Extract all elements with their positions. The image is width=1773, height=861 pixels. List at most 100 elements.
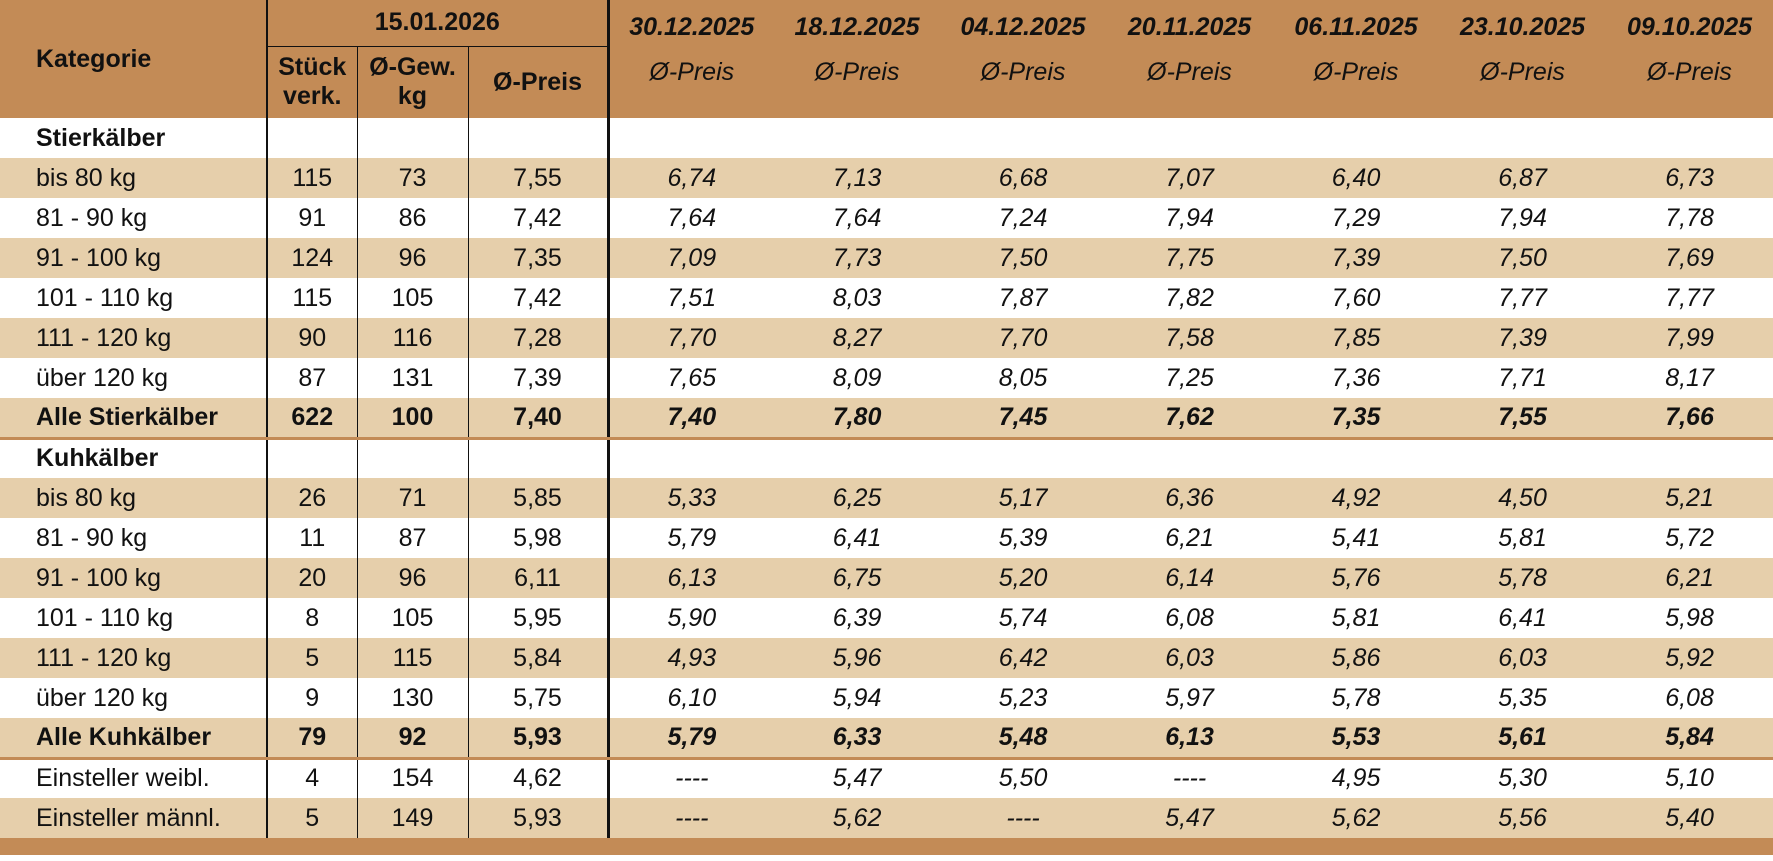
- cell: 7,77: [1498, 283, 1547, 312]
- cell: 116: [357, 318, 469, 358]
- cell: ----: [940, 798, 1107, 838]
- cell: 622: [267, 398, 358, 440]
- cell: 91: [267, 198, 358, 238]
- empty-cell: [267, 438, 358, 478]
- cell: 7,85: [1273, 318, 1440, 358]
- cell: 5,39: [998, 523, 1048, 552]
- table-row: 81 - 90 kg 11 87 5,98 5,79 6,41 5,39 6,21 5,41 5,…: [0, 518, 1773, 558]
- past-column-header: Ø-Preis: [1106, 46, 1274, 118]
- cell: 7,36: [1331, 363, 1381, 392]
- cell: 90: [267, 318, 358, 358]
- cell: 100: [357, 398, 469, 440]
- cell: 7,39: [1439, 318, 1607, 358]
- row-label: Einsteller männl.: [0, 798, 268, 838]
- cell: ----: [1172, 764, 1207, 793]
- cell: 6,36: [1106, 478, 1274, 518]
- row-label: 111 - 120 kg: [0, 318, 268, 358]
- past-column-header: Ø-Preis: [774, 46, 941, 118]
- cell: 6,14: [1106, 558, 1274, 598]
- empty-cell: [357, 118, 469, 158]
- cell: 7,55: [468, 158, 610, 198]
- cell: 7,29: [1331, 203, 1381, 232]
- cell: 5,98: [1665, 603, 1714, 632]
- cell: 7,62: [1106, 398, 1274, 440]
- table-row: über 120 kg 87 131 7,39 7,65 8,09 8,05 7,25 7,36…: [0, 358, 1773, 398]
- cell: 92: [357, 718, 469, 760]
- cell: 7,13: [774, 158, 941, 198]
- cell: 73: [357, 158, 469, 198]
- past-date: 23.10.2025: [1439, 0, 1607, 46]
- section-title-row: Stierkälber: [0, 118, 1773, 158]
- cell: 7,42: [468, 198, 610, 238]
- cell: 6,73: [1606, 158, 1773, 198]
- empty-cell: [608, 438, 774, 478]
- cell: 6,39: [832, 603, 882, 632]
- cell: 5,48: [940, 718, 1107, 760]
- cell: 5,81: [1498, 523, 1547, 552]
- table-row: Einsteller männl. 5 149 5,93 ---- 5,62 ---- 5,4…: [0, 798, 1773, 838]
- cell: 6,75: [774, 558, 941, 598]
- bottom-bar: [0, 838, 1773, 855]
- cell: 7,64: [832, 203, 882, 232]
- cell: 7,09: [608, 238, 775, 278]
- cell: 5,84: [468, 638, 610, 678]
- cell: 7,28: [468, 318, 610, 358]
- cell: 5,93: [468, 718, 610, 760]
- cell: 6,25: [774, 478, 941, 518]
- current-date: 15.01.2026: [267, 0, 610, 47]
- cell: ----: [675, 764, 709, 793]
- cell: 5,84: [1606, 718, 1773, 760]
- cell: 5,96: [774, 638, 941, 678]
- cell: 105: [357, 278, 469, 318]
- past-date: 06.11.2025: [1273, 0, 1440, 46]
- cell: 5,33: [608, 478, 775, 518]
- cell: 5,90: [667, 603, 717, 632]
- cell: 154: [357, 758, 469, 798]
- cell: 5: [267, 798, 358, 838]
- empty-cell: [1439, 118, 1606, 158]
- cell: 5,75: [468, 678, 610, 718]
- cell: 6,13: [608, 558, 775, 598]
- cell: 4,50: [1439, 478, 1607, 518]
- empty-cell: [357, 438, 469, 478]
- price-table: Kategorie 15.01.2026 30.12.2025 18.12.2025 0…: [0, 0, 1773, 838]
- cell: 8,03: [832, 283, 882, 312]
- cell: 5,62: [774, 798, 941, 838]
- cell: 5,35: [1498, 683, 1547, 712]
- cell: 5,98: [468, 518, 610, 558]
- past-date: 30.12.2025: [608, 0, 775, 46]
- cell: 7,82: [1165, 283, 1214, 312]
- past-column-header: Ø-Preis: [1606, 46, 1773, 118]
- cell: 7,42: [468, 278, 610, 318]
- cell: 71: [357, 478, 469, 518]
- current-column-header: Stück verk.: [267, 46, 358, 118]
- cell: 124: [267, 238, 358, 278]
- cell: 7,70: [608, 318, 775, 358]
- empty-cell: [940, 438, 1106, 478]
- cell: 5,79: [608, 718, 775, 760]
- cell: 96: [357, 238, 469, 278]
- cell: 87: [357, 518, 469, 558]
- cell: 7,73: [774, 238, 941, 278]
- past-date: 09.10.2025: [1606, 0, 1773, 46]
- cell: 105: [357, 598, 469, 638]
- cell: 7,40: [608, 398, 775, 440]
- section-title: Kuhkälber: [0, 438, 268, 478]
- empty-cell: [468, 438, 610, 478]
- cell: 7,75: [1106, 238, 1274, 278]
- table-row: 111 - 120 kg 5 115 5,84 4,93 5,96 6,42 6,03 5,86…: [0, 638, 1773, 678]
- cell: 7,60: [1331, 283, 1381, 312]
- table-row: 81 - 90 kg 91 86 7,42 7,64 7,64 7,24 7,94 7,29 7,…: [0, 198, 1773, 238]
- cell: 5,86: [1273, 638, 1440, 678]
- cell: 5,40: [1606, 798, 1773, 838]
- cell: 5,50: [998, 764, 1048, 793]
- table-row: 91 - 100 kg 124 96 7,35 7,09 7,73 7,50 7,75 7,39…: [0, 238, 1773, 278]
- table-row: Alle Stierkälber 622 100 7,40 7,40 7,80 7,45 7,…: [0, 398, 1773, 440]
- past-date: 18.12.2025: [774, 0, 941, 46]
- cell: 5,78: [1331, 683, 1381, 712]
- cell: 5,93: [468, 798, 610, 838]
- row-label: 81 - 90 kg: [0, 198, 268, 238]
- cell: 5,92: [1606, 638, 1773, 678]
